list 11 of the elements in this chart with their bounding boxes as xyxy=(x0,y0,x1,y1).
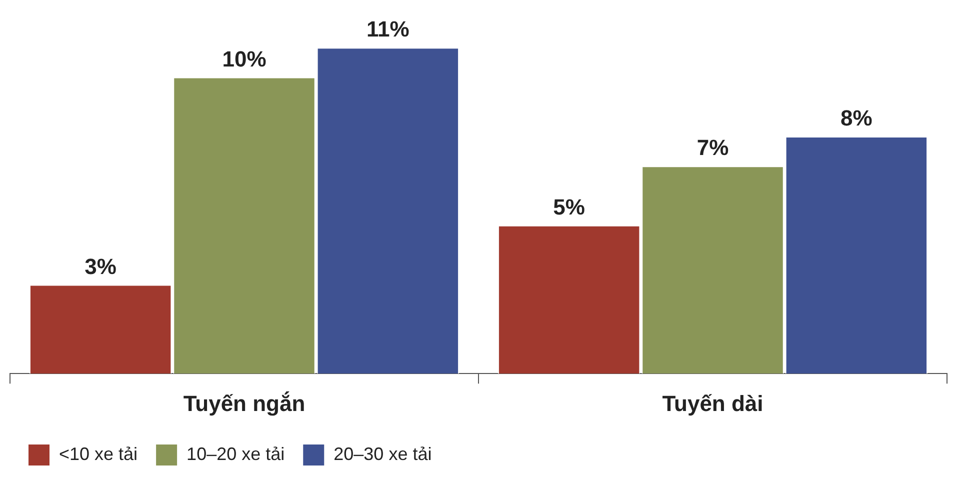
legend-label: <10 xe tải xyxy=(59,444,138,464)
legend-label: 10–20 xe tải xyxy=(186,444,285,464)
legend-label: 20–30 xe tải xyxy=(334,444,432,464)
data-label: 3% xyxy=(84,254,116,279)
data-label: 5% xyxy=(553,194,585,220)
data-label: 11% xyxy=(366,16,410,42)
data-label: 8% xyxy=(840,106,872,131)
data-label: 7% xyxy=(696,135,729,160)
x-tick-label: Tuyến ngắn xyxy=(183,390,306,416)
data-label: 10% xyxy=(222,46,266,72)
x-tick-label: Tuyến dài xyxy=(662,390,764,416)
